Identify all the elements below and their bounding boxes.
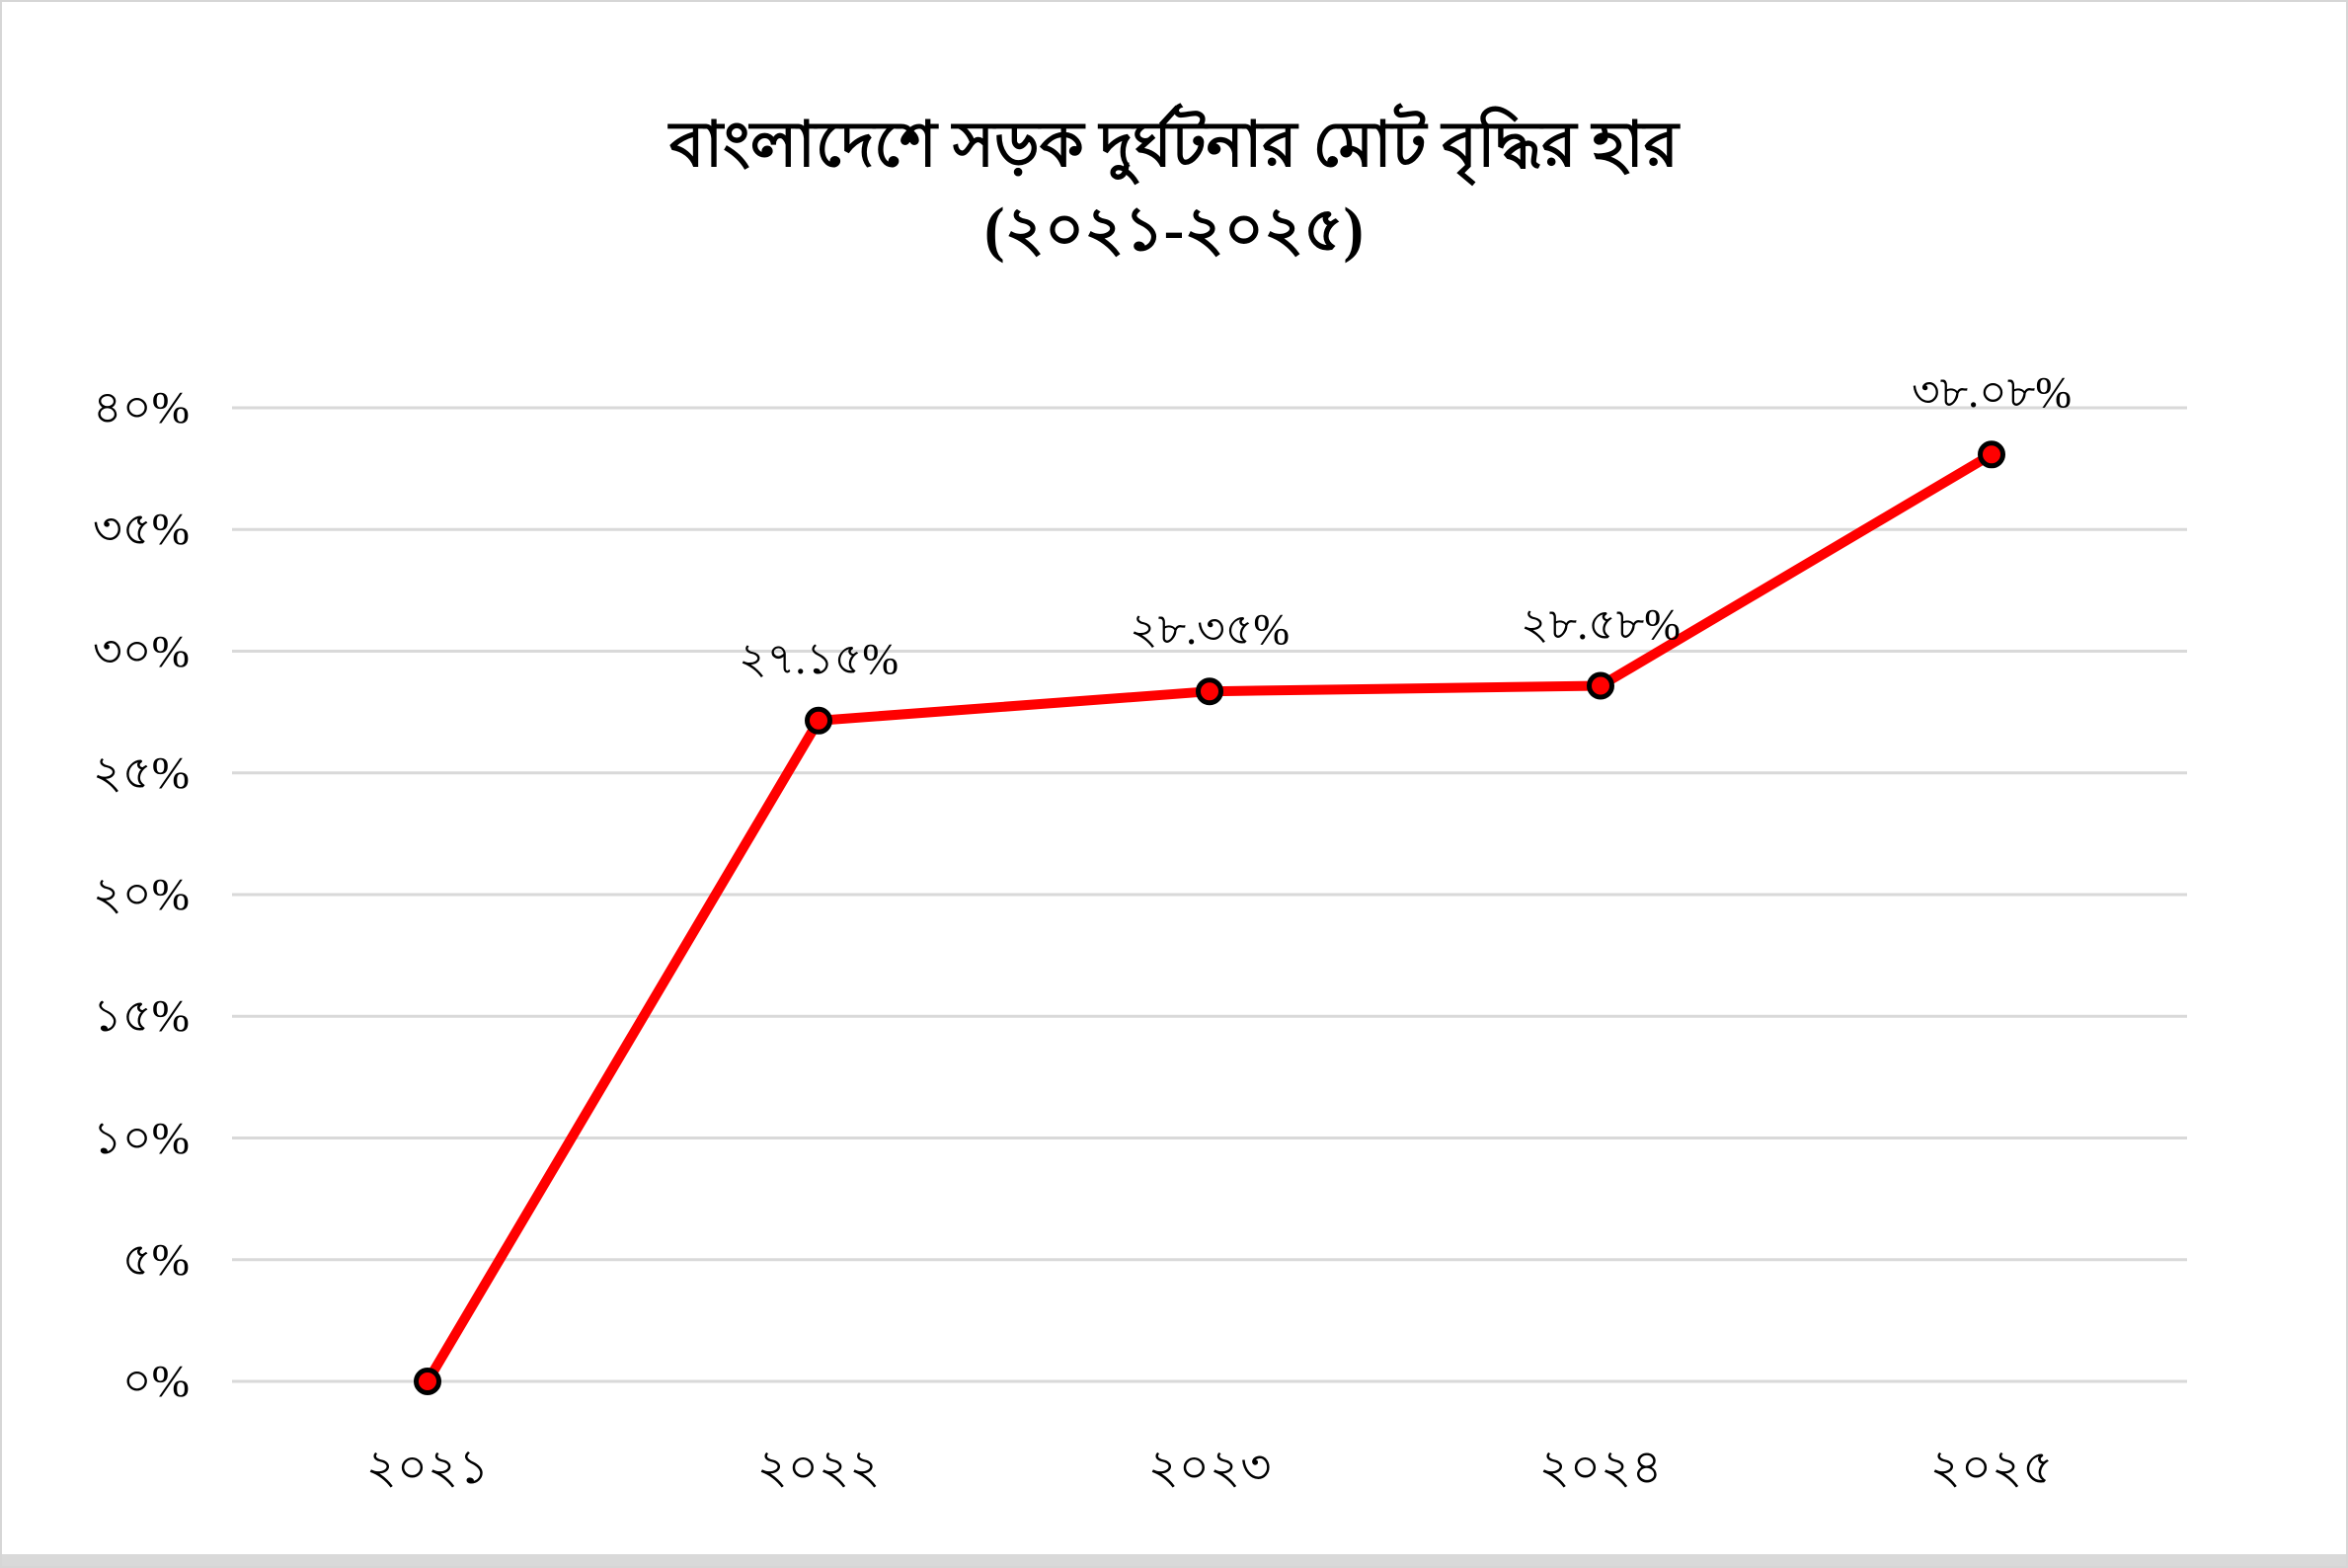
data-label-২০২২: ২৭.১৫% xyxy=(739,634,899,683)
bottom-edge-bar xyxy=(2,1554,2346,1566)
y-axis-tick-20pct: ২০% xyxy=(92,869,190,919)
data-point-২০২৩ xyxy=(1196,677,1223,706)
data-label-২০২৪: ২৮.৫৮% xyxy=(1521,599,1681,649)
y-axis-tick-5pct: ৫% xyxy=(121,1233,190,1285)
data-point-২০২৫ xyxy=(1978,440,2005,469)
data-label-২০২৫: ৩৮.০৮% xyxy=(1912,368,2072,418)
data-line xyxy=(423,449,1996,1386)
y-axis-tick-30pct: ৩০% xyxy=(92,625,190,676)
y-axis-tick-40pct: ৪০% xyxy=(92,382,190,432)
x-axis-tick-২০২৪: ২০২৪ xyxy=(1538,1442,1663,1494)
chart-subtitle: (২০২১-২০২৫) xyxy=(983,196,1365,264)
data-label-২০২৩: ২৮.৩৫% xyxy=(1130,605,1290,655)
y-axis-tick-10pct: ১০% xyxy=(92,1112,190,1163)
x-axis-tick-২০২৩: ২০২৩ xyxy=(1147,1442,1272,1494)
chart-title: বাংলাদেশে সড়ক দুর্ঘটনার মোট বৃদ্ধির হার xyxy=(668,110,1680,180)
data-point-২০২১ xyxy=(414,1368,441,1395)
x-axis-tick-২০২১: ২০২১ xyxy=(365,1442,490,1494)
y-axis-tick-0pct: ০% xyxy=(121,1356,190,1406)
y-axis-tick-15pct: ১৫% xyxy=(92,990,190,1042)
y-axis-tick-35pct: ৩৫% xyxy=(92,504,190,555)
x-axis-tick-২০২২: ২০২২ xyxy=(756,1442,881,1494)
data-point-২০২৪ xyxy=(1587,671,1614,700)
x-axis-tick-২০২৫: ২০২৫ xyxy=(1929,1442,2054,1494)
y-axis-tick-25pct: ২৫% xyxy=(92,746,190,798)
data-point-২০২২ xyxy=(805,706,832,735)
